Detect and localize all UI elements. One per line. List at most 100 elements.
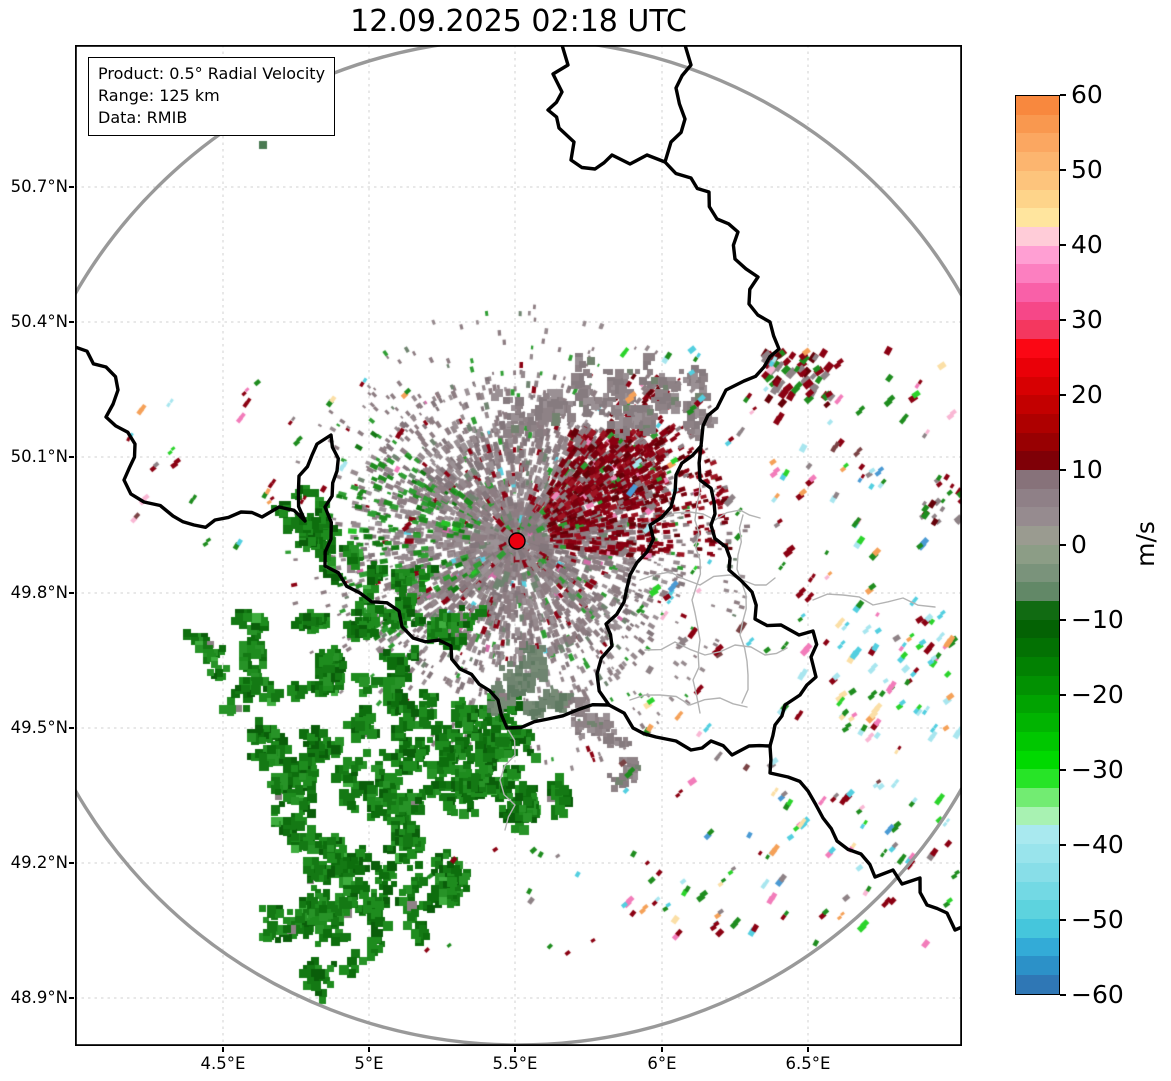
colorbar-band xyxy=(1016,675,1059,695)
colorbar-band xyxy=(1016,507,1059,527)
y-tick-mark xyxy=(69,592,74,594)
colorbar-band xyxy=(1016,413,1059,433)
colorbar-band xyxy=(1016,451,1059,471)
colorbar-band xyxy=(1016,114,1059,134)
colorbar-band xyxy=(1016,956,1059,976)
map-plot-area: Product: 0.5° Radial Velocity Range: 125… xyxy=(75,45,962,1046)
colorbar-tick-mark xyxy=(1060,769,1066,771)
colorbar-band xyxy=(1016,694,1059,714)
colorbar-band xyxy=(1016,769,1059,789)
colorbar-tick-mark xyxy=(1060,844,1066,846)
colorbar-band xyxy=(1016,320,1059,340)
y-tick-label: 50.7°N xyxy=(10,177,68,196)
national-border xyxy=(663,160,781,448)
colorbar-tick-label: −50 xyxy=(1071,905,1124,934)
colorbar-tick-mark xyxy=(1060,919,1066,921)
national-border xyxy=(768,744,962,932)
colorbar-band xyxy=(1016,638,1059,658)
national-border xyxy=(595,444,703,707)
colorbar-band xyxy=(1016,582,1059,601)
colorbar-band xyxy=(1016,432,1059,452)
y-tick-mark xyxy=(69,186,74,188)
colorbar-band xyxy=(1016,245,1059,265)
x-tick-mark xyxy=(222,1047,224,1052)
internal-border xyxy=(736,514,749,704)
y-tick-label: 50.4°N xyxy=(10,312,68,331)
colorbar-band xyxy=(1016,731,1059,751)
borders-layer xyxy=(75,45,962,1046)
y-tick-label: 48.9°N xyxy=(10,988,68,1007)
colorbar-tick-label: 30 xyxy=(1071,305,1103,334)
national-border xyxy=(75,345,611,730)
colorbar-tick-mark xyxy=(1060,319,1066,321)
colorbar-band xyxy=(1016,189,1059,209)
y-tick-label: 49.2°N xyxy=(10,853,68,872)
x-tick-label: 4.5°E xyxy=(200,1054,246,1073)
colorbar-tick-label: −60 xyxy=(1071,980,1124,1009)
x-tick-mark xyxy=(514,1047,516,1052)
colorbar-tick-label: 20 xyxy=(1071,380,1103,409)
colorbar-band xyxy=(1016,844,1059,863)
colorbar-band xyxy=(1016,395,1059,414)
colorbar-tick-label: −20 xyxy=(1071,680,1124,709)
colorbar-tick-mark xyxy=(1060,169,1066,171)
colorbar-tick-mark xyxy=(1060,619,1066,621)
colorbar-tick-mark xyxy=(1060,244,1066,246)
y-tick-label: 49.5°N xyxy=(10,718,68,737)
y-tick-mark xyxy=(69,862,74,864)
internal-border xyxy=(499,727,516,831)
y-tick-mark xyxy=(69,997,74,999)
x-tick-label: 5°E xyxy=(354,1054,384,1073)
colorbar-band xyxy=(1016,563,1059,583)
colorbar-band xyxy=(1016,488,1059,508)
colorbar-band xyxy=(1016,544,1059,564)
page-title: 12.09.2025 02:18 UTC xyxy=(350,4,687,39)
colorbar-band xyxy=(1016,264,1059,284)
colorbar-band xyxy=(1016,750,1059,770)
x-tick-mark xyxy=(661,1047,663,1052)
y-tick-mark xyxy=(69,456,74,458)
x-tick-label: 6°E xyxy=(647,1054,677,1073)
internal-border xyxy=(644,641,788,656)
colorbar-band xyxy=(1016,96,1059,115)
colorbar-tick-label: 40 xyxy=(1071,230,1103,259)
x-tick-mark xyxy=(368,1047,370,1052)
national-border xyxy=(607,703,772,757)
colorbar-tick-mark xyxy=(1060,544,1066,546)
colorbar-band xyxy=(1016,619,1059,639)
internal-border xyxy=(639,571,776,586)
colorbar-band xyxy=(1016,657,1059,676)
colorbar-band xyxy=(1016,376,1059,396)
colorbar-tick-mark xyxy=(1060,394,1066,396)
colorbar-band xyxy=(1016,301,1059,321)
national-border xyxy=(697,444,819,748)
colorbar-band xyxy=(1016,226,1059,246)
colorbar-band xyxy=(1016,339,1059,358)
colorbar-unit-label: m/s xyxy=(1131,521,1160,567)
colorbar-band xyxy=(1016,600,1059,620)
product-line: Product: 0.5° Radial Velocity xyxy=(98,64,326,83)
colorbar-band xyxy=(1016,470,1059,489)
colorbar-band xyxy=(1016,357,1059,377)
colorbar-band xyxy=(1016,526,1059,545)
colorbar-band xyxy=(1016,788,1059,807)
range-line: Range: 125 km xyxy=(98,86,220,105)
national-border xyxy=(546,45,693,171)
internal-border xyxy=(629,694,748,708)
colorbar-tick-label: 0 xyxy=(1071,530,1087,559)
colorbar-tick-label: 50 xyxy=(1071,155,1103,184)
colorbar-band xyxy=(1016,806,1059,826)
colorbar-band xyxy=(1016,975,1059,994)
colorbar-band xyxy=(1016,133,1059,153)
colorbar-tick-label: 10 xyxy=(1071,455,1103,484)
internal-border xyxy=(812,593,936,608)
colorbar-tick-mark xyxy=(1060,694,1066,696)
colorbar-band xyxy=(1016,825,1059,845)
internal-border xyxy=(691,479,702,714)
product-info-box: Product: 0.5° Radial Velocity Range: 125… xyxy=(88,57,336,136)
x-tick-label: 6.5°E xyxy=(785,1054,831,1073)
colorbar-tick-label: −30 xyxy=(1071,755,1124,784)
y-tick-label: 50.1°N xyxy=(10,447,68,466)
colorbar-tick-label: −40 xyxy=(1071,830,1124,859)
